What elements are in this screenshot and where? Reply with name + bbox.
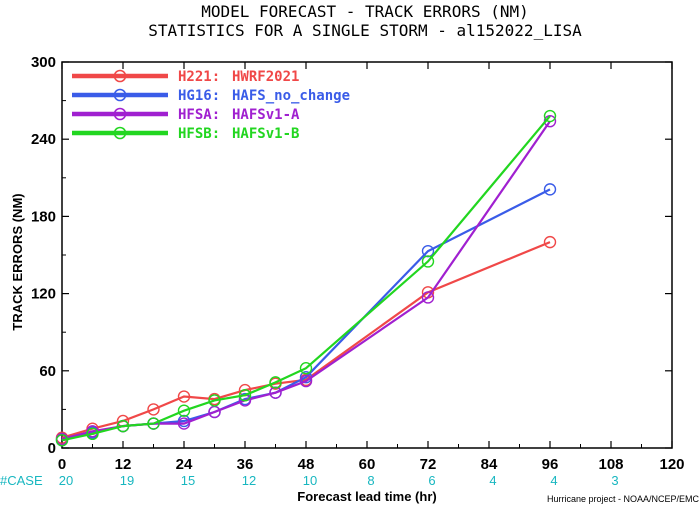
legend-marker bbox=[113, 126, 127, 140]
case-count: 4 bbox=[550, 473, 557, 488]
x-tick-label: 96 bbox=[542, 456, 559, 473]
legend-marker bbox=[113, 69, 127, 83]
data-point bbox=[543, 109, 557, 123]
data-point bbox=[269, 376, 282, 389]
data-point bbox=[55, 434, 69, 447]
axis-ticks: 0 12 24 36 48 60 72 84 96 108 120 0 60 120 180 240 300 bbox=[31, 54, 685, 473]
series-layer bbox=[55, 109, 557, 447]
legend-marker bbox=[113, 88, 127, 102]
x-tick-label: 120 bbox=[659, 456, 684, 473]
legend-name: HAFSv1-A bbox=[232, 107, 300, 123]
case-counts: 20 19 15 12 10 8 6 4 4 3 bbox=[59, 473, 619, 488]
data-point bbox=[299, 374, 313, 388]
case-count: 15 bbox=[181, 473, 195, 488]
case-count: 20 bbox=[59, 473, 73, 488]
x-tick-label: 60 bbox=[359, 456, 376, 473]
data-point bbox=[269, 386, 282, 399]
series-HAFSv1-B bbox=[55, 109, 557, 447]
y-tick-label: 180 bbox=[31, 208, 56, 225]
legend-item: H221: HWRF2021 bbox=[72, 69, 299, 85]
legend-code: HG16: bbox=[178, 88, 220, 104]
y-axis-label: TRACK ERRORS (NM) bbox=[10, 193, 25, 330]
x-tick-label: 84 bbox=[481, 456, 498, 473]
x-tick-label: 108 bbox=[598, 456, 623, 473]
plot-frame bbox=[61, 61, 673, 449]
series-HWRF2021 bbox=[55, 235, 557, 444]
legend-item: HFSA: HAFSv1-A bbox=[72, 107, 300, 123]
data-point bbox=[147, 417, 160, 430]
credit-text: Hurricane project - NOAA/NCEP/EMC bbox=[547, 494, 700, 504]
legend-code: H221: bbox=[178, 69, 220, 85]
series-HAFSv1-A bbox=[55, 114, 557, 446]
legend-name: HAFS_no_change bbox=[232, 88, 350, 104]
data-point bbox=[543, 183, 557, 196]
chart-title-line1: MODEL FORECAST - TRACK ERRORS (NM) bbox=[201, 2, 529, 21]
data-point bbox=[421, 291, 435, 304]
legend-code: HFSA: bbox=[178, 107, 220, 123]
y-tick-label: 300 bbox=[31, 54, 56, 71]
x-tick-label: 0 bbox=[58, 456, 66, 473]
series-line bbox=[61, 241, 551, 439]
data-point bbox=[208, 394, 221, 407]
data-point bbox=[543, 235, 557, 249]
legend-name: HWRF2021 bbox=[232, 69, 299, 85]
legend-item: HFSB: HAFSv1-B bbox=[72, 126, 299, 142]
data-point bbox=[421, 244, 435, 258]
case-count: 6 bbox=[428, 473, 435, 488]
y-tick-label: 240 bbox=[31, 131, 56, 148]
data-point bbox=[177, 417, 191, 430]
case-count: 8 bbox=[367, 473, 374, 488]
x-tick-label: 24 bbox=[176, 456, 193, 473]
data-point bbox=[177, 404, 191, 417]
case-count: 19 bbox=[120, 473, 134, 488]
case-label: #CASE bbox=[0, 473, 43, 488]
x-tick-label: 48 bbox=[298, 456, 315, 473]
x-tick-label: 36 bbox=[237, 456, 254, 473]
data-point bbox=[86, 427, 99, 441]
y-tick-label: 120 bbox=[31, 286, 56, 303]
series-line bbox=[61, 120, 551, 441]
case-count: 12 bbox=[242, 473, 256, 488]
legend-marker bbox=[113, 107, 127, 121]
case-count: 4 bbox=[489, 473, 496, 488]
data-point bbox=[177, 390, 191, 403]
data-point bbox=[299, 362, 313, 375]
chart-title-line2: STATISTICS FOR A SINGLE STORM - al152022… bbox=[148, 21, 582, 40]
x-axis-label: Forecast lead time (hr) bbox=[297, 489, 436, 504]
legend-name: HAFSv1-B bbox=[232, 126, 299, 142]
y-tick-label: 60 bbox=[39, 363, 56, 380]
series-line bbox=[61, 115, 551, 442]
legend-item: HG16: HAFS_no_change bbox=[72, 88, 350, 104]
x-tick-label: 12 bbox=[115, 456, 132, 473]
legend-code: HFSB: bbox=[178, 126, 220, 142]
case-count: 3 bbox=[611, 473, 618, 488]
data-point bbox=[421, 255, 435, 268]
data-point bbox=[238, 389, 252, 402]
data-point bbox=[147, 403, 160, 416]
y-tick-label: 0 bbox=[48, 440, 56, 457]
case-count: 10 bbox=[303, 473, 317, 488]
x-tick-label: 72 bbox=[420, 456, 437, 473]
data-point bbox=[116, 419, 130, 433]
legend: H221: HWRF2021 HG16: HAFS_no_change HFSA: HAF… bbox=[72, 69, 350, 142]
